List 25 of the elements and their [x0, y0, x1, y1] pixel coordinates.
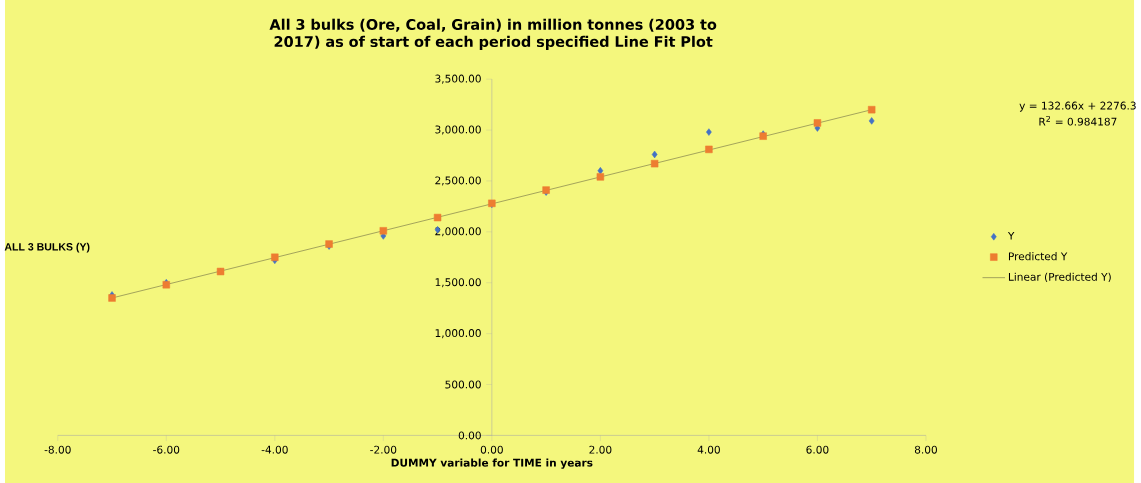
chart-title: All 3 bulks (Ore, Coal, Grain) in million tonnes (2003 to 2017) as of start of each period specified Line Fit Plot: [269, 18, 717, 50]
x-tick-label: -2.00: [370, 445, 397, 454]
x-tick-label: 8.00: [914, 445, 937, 454]
x-tick-label: -4.00: [261, 445, 288, 454]
y-tick-label: 2,500.00: [435, 176, 481, 186]
x-tick-label: 0.00: [480, 445, 503, 454]
legend-label: Y: [1007, 231, 1015, 240]
y-tick-label: 0.00: [458, 431, 481, 440]
y-tick-label: 2,000.00: [435, 227, 481, 237]
legend-label: Predicted Y: [1008, 252, 1068, 261]
x-tick-label: 4.00: [697, 445, 720, 454]
text: R$^{2}$ = 0.984187: [1039, 115, 1117, 126]
y-tick-label: 1,000.00: [435, 329, 481, 339]
y-tick-label: 1,500.00: [435, 278, 481, 288]
y-tick-label: 3,500.00: [435, 74, 481, 84]
y-tick-label: 3,000.00: [435, 125, 481, 135]
text: y = 132.66x + 2276.3: [1019, 101, 1136, 112]
legend-label: Linear (Predicted Y): [1008, 272, 1111, 283]
x-tick-label: 6.00: [806, 445, 829, 454]
x-tick-label: 2.00: [589, 445, 612, 454]
y-axis-title: ALL 3 BULKS (Y): [4, 242, 90, 253]
x-axis-title: DUMMY variable for TIME in years: [391, 458, 593, 469]
x-tick-label: -6.00: [153, 445, 180, 454]
y-tick-label: 500.00: [445, 380, 481, 389]
x-tick-label: -8.00: [44, 445, 71, 454]
